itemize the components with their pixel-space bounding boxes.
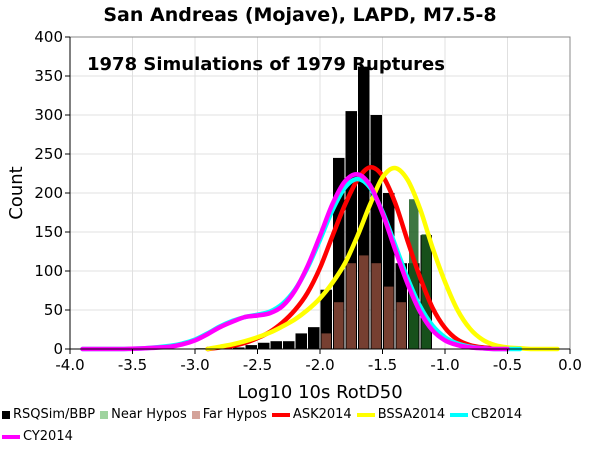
x-tick-label-3: -2.5 xyxy=(243,356,272,374)
y-tick-label-4: 200 xyxy=(34,184,63,202)
bar-rsqsim-bbp-10 xyxy=(245,345,257,349)
legend-swatch-rsqsim xyxy=(2,410,10,419)
bar-rsqsim-bbp-17 xyxy=(333,157,345,349)
curve-bssa2014 xyxy=(205,165,560,352)
bar-rsqsim-bbp-15 xyxy=(308,327,320,349)
bar-far-hypos-18 xyxy=(346,263,356,349)
distribution-curves xyxy=(80,164,560,352)
axes: -4.0 -3.5 -3.0 -2.5 -2.0 -1.5 -1.0 -0.5 0.0 0 50 10… xyxy=(34,28,582,374)
x-tick-label-7: -0.5 xyxy=(493,356,522,374)
bar-far-hypos-20 xyxy=(371,263,381,349)
x-tick-label-6: -1.0 xyxy=(430,356,459,374)
legend-item-far-hypos: Far Hypos xyxy=(191,407,267,422)
bar-rsqsim-bbp-19 xyxy=(358,66,370,349)
x-tick-label-4: -2.0 xyxy=(305,356,334,374)
legend-row-2: CY2014 xyxy=(2,429,78,444)
bar-rsqsim-bbp-12 xyxy=(270,341,282,349)
legend-item-ask2014: ASK2014 xyxy=(271,407,352,422)
legend-item-cy2014: CY2014 xyxy=(2,429,73,444)
bar-far-hypos-16 xyxy=(321,333,331,349)
legend-label-near-hypos: Near Hypos xyxy=(111,407,187,422)
legend-label-far-hypos: Far Hypos xyxy=(202,407,267,422)
legend-item-cb2014: CB2014 xyxy=(450,407,522,422)
bar-rsqsim-bbp-18 xyxy=(345,111,357,349)
y-axis-label: Count xyxy=(6,166,27,219)
bar-rsqsim-bbp-9 xyxy=(233,347,245,349)
bar-near-hypos-23 xyxy=(409,199,419,349)
x-tick-label-2: -3.0 xyxy=(180,356,209,374)
legend-swatch-near-hypos xyxy=(100,410,109,419)
x-tick-label-5: -1.5 xyxy=(368,356,397,374)
legend-line-cb2014 xyxy=(450,412,469,417)
y-tick-label-0: 0 xyxy=(53,340,63,358)
bar-far-hypos-17 xyxy=(334,302,344,349)
x-axis-label: Log10 10s RotD50 xyxy=(237,382,402,403)
x-tick-label-0: -4.0 xyxy=(55,356,84,374)
bar-rsqsim-bbp-20 xyxy=(370,115,382,349)
legend-line-bssa2014 xyxy=(356,412,375,417)
legend-label-cb2014: CB2014 xyxy=(471,407,523,422)
legend-line-cy2014 xyxy=(2,434,20,439)
bar-far-hypos-19 xyxy=(359,255,369,349)
bar-rsqsim-bbp-16 xyxy=(320,289,332,349)
legend-label-ask2014: ASK2014 xyxy=(292,407,352,422)
y-tick-label-6: 300 xyxy=(34,106,63,124)
legend-item-near-hypos: Near Hypos xyxy=(100,407,187,422)
bar-rsqsim-bbp-13 xyxy=(283,341,295,349)
bar-rsqsim-bbp-21 xyxy=(383,193,395,349)
histogram-bars xyxy=(195,66,432,349)
legend-swatch-far-hypos xyxy=(191,410,200,419)
legend-row-1: RSQSim/BBP Near Hypos Far Hypos ASK2014 … xyxy=(2,407,527,422)
y-tick-label-8: 400 xyxy=(34,28,63,46)
legend-label-cy2014: CY2014 xyxy=(23,429,73,444)
bar-rsqsim-bbp-11 xyxy=(258,342,270,349)
bar-far-hypos-22 xyxy=(396,302,406,349)
y-tick-label-3: 150 xyxy=(34,223,63,241)
x-tick-label-8: 0.0 xyxy=(558,356,582,374)
legend-item-rsqsim: RSQSim/BBP xyxy=(2,407,95,422)
y-tick-label-1: 50 xyxy=(44,301,63,319)
legend-item-bssa2014: BSSA2014 xyxy=(356,407,446,422)
legend-line-ask2014 xyxy=(271,412,290,417)
curve-cy2014 xyxy=(80,171,510,352)
y-tick-label-7: 350 xyxy=(34,67,63,85)
y-tick-label-5: 250 xyxy=(34,145,63,163)
legend-label-rsqsim: RSQSim/BBP xyxy=(13,407,96,422)
chart-annotation: 1978 Simulations of 1979 Ruptures xyxy=(87,54,445,75)
chart-title: San Andreas (Mojave), LAPD, M7.5-8 xyxy=(103,4,496,26)
legend-label-bssa2014: BSSA2014 xyxy=(377,407,446,422)
bar-far-hypos-21 xyxy=(384,286,394,349)
y-tick-label-2: 100 xyxy=(34,262,63,280)
x-tick-label-1: -3.5 xyxy=(118,356,147,374)
bar-rsqsim-bbp-14 xyxy=(295,333,307,349)
